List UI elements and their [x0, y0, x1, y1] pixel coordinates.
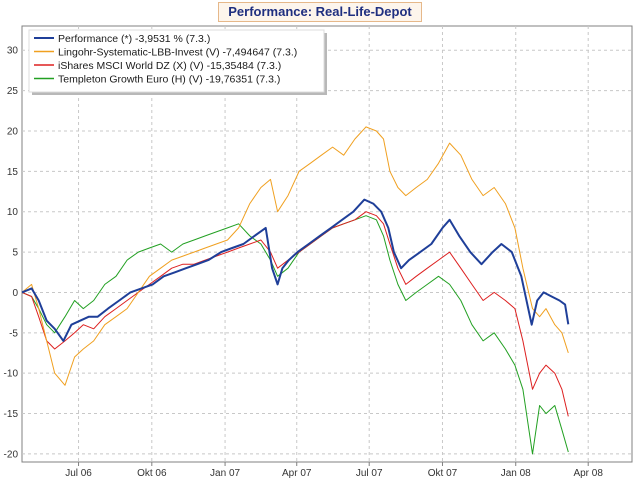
legend: Performance (*) -3,9531 % (7.3.) Lingohr-…: [28, 29, 327, 95]
legend-entry: Lingohr-Systematic-LBB-Invest (V) -7,494…: [58, 47, 297, 59]
legend-box: [28, 29, 325, 93]
series-line: [21, 198, 570, 342]
y-tick-label: 5: [12, 248, 18, 259]
y-tick-label: 25: [7, 86, 19, 97]
legend-entry: Templeton Growth Euro (H) (V) -19,76351 …: [58, 74, 280, 86]
y-tick-label: 20: [7, 126, 19, 137]
x-tick-label: Jan 08: [501, 468, 531, 479]
legend-entry: iShares MSCI World DZ (X) (V) -15,35484 …: [58, 60, 281, 72]
x-tick-label: Jul 07: [356, 468, 383, 479]
x-axis: Jul 06 Okt 06 Jan 07 Apr 07 Jul 07 Okt 07 Jan …: [65, 462, 603, 479]
chart-title: Performance: Real-Life-Depot: [218, 2, 422, 22]
x-tick-label: Okt 07: [428, 468, 458, 479]
series-lines: [21, 126, 570, 455]
x-tick-label: Apr 08: [573, 468, 603, 479]
y-tick-label: 15: [7, 167, 19, 178]
series-line: [21, 126, 569, 386]
plot-area: [21, 25, 633, 463]
y-tick-label: -20: [4, 449, 19, 460]
x-tick-label: Apr 07: [282, 468, 312, 479]
y-axis: -20 -15 -10 -5 0 5 10 15 20 25 30: [4, 46, 19, 461]
y-tick-label: 0: [12, 288, 18, 299]
legend-entry: Performance (*) -3,9531 % (7.3.): [58, 33, 210, 45]
x-tick-label: Okt 06: [137, 468, 167, 479]
y-tick-label: -15: [4, 409, 19, 420]
y-tick-label: -10: [4, 369, 19, 380]
y-tick-label: 30: [7, 46, 19, 57]
gridlines: [22, 26, 632, 462]
x-tick-label: Jul 06: [65, 468, 92, 479]
y-tick-label: -5: [9, 328, 18, 339]
y-tick-label: 10: [7, 207, 19, 218]
x-tick-label: Jan 07: [210, 468, 240, 479]
